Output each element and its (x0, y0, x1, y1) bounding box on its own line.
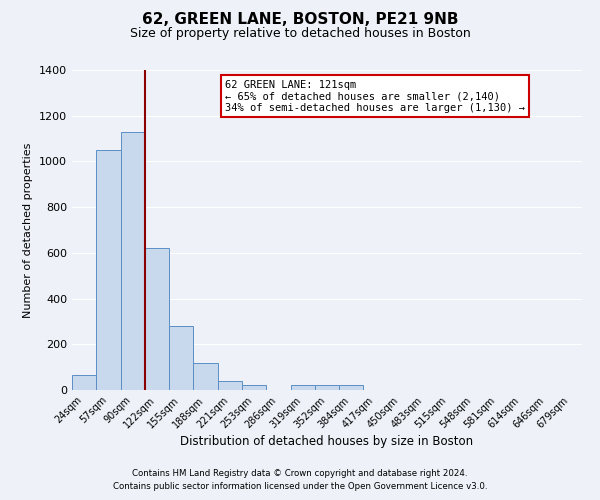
Bar (218, 381, 242, 390)
Bar (72, 375, 96, 390)
Bar (121, 132, 145, 390)
Bar (145, 248, 169, 390)
Bar (96, 150, 121, 390)
Bar (290, 386, 315, 390)
Text: Contains HM Land Registry data © Crown copyright and database right 2024.: Contains HM Land Registry data © Crown c… (132, 468, 468, 477)
Text: 62, GREEN LANE, BOSTON, PE21 9NB: 62, GREEN LANE, BOSTON, PE21 9NB (142, 12, 458, 28)
Y-axis label: Number of detached properties: Number of detached properties (23, 142, 34, 318)
Bar (169, 326, 193, 390)
Text: Contains public sector information licensed under the Open Government Licence v3: Contains public sector information licen… (113, 482, 487, 491)
Text: Size of property relative to detached houses in Boston: Size of property relative to detached ho… (130, 28, 470, 40)
Bar (193, 362, 218, 390)
X-axis label: Distribution of detached houses by size in Boston: Distribution of detached houses by size … (181, 436, 473, 448)
Text: 62 GREEN LANE: 121sqm
← 65% of detached houses are smaller (2,140)
34% of semi-d: 62 GREEN LANE: 121sqm ← 65% of detached … (225, 80, 525, 113)
Bar (339, 386, 364, 390)
Bar (315, 386, 339, 390)
Bar (242, 386, 266, 390)
